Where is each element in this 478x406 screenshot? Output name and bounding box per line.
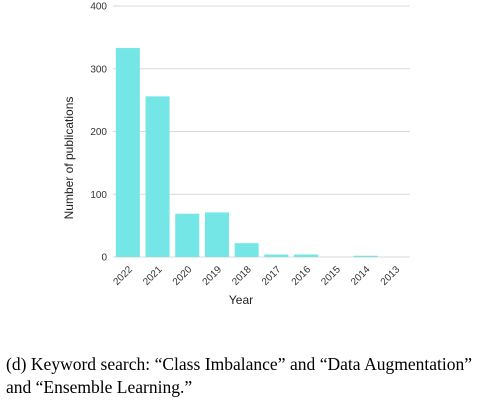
y-tick-label: 300 [90, 64, 107, 75]
x-axis-title: Year [229, 293, 253, 307]
bar-2020 [175, 213, 200, 257]
y-tick-label: 200 [90, 127, 107, 138]
bar-2016 [294, 254, 319, 257]
bar-2022 [115, 48, 140, 258]
y-tick-label: 400 [90, 2, 107, 13]
y-tick-label: 100 [90, 190, 107, 201]
y-axis-title: Number of publications [62, 97, 76, 220]
x-tick-label: 2014 [349, 264, 373, 288]
bars [115, 48, 378, 258]
bar-2021 [145, 96, 170, 257]
y-tick-label: 0 [101, 253, 107, 264]
bar-2014 [353, 255, 378, 257]
x-tick-label: 2017 [260, 264, 284, 288]
bar-2019 [204, 212, 229, 257]
bar-2018 [234, 243, 259, 257]
x-tick-label: 2020 [171, 264, 195, 288]
x-tick-label: 2022 [111, 264, 135, 288]
x-tick-label: 2016 [290, 264, 314, 288]
x-axis-ticks: 2022 2021 2020 2019 2018 2017 2016 2015 2014 2013 [111, 264, 402, 288]
x-tick-label: 2021 [141, 264, 165, 288]
x-tick-label: 2013 [379, 264, 403, 288]
figure-caption: (d) Keyword search: “Class Imbalance” an… [6, 354, 472, 397]
x-tick-label: 2019 [201, 264, 225, 288]
bar-2017 [264, 254, 289, 257]
x-tick-label: 2018 [230, 264, 254, 288]
y-axis-ticks: 0 100 200 300 400 [90, 2, 107, 264]
x-tick-label: 2015 [319, 264, 343, 288]
